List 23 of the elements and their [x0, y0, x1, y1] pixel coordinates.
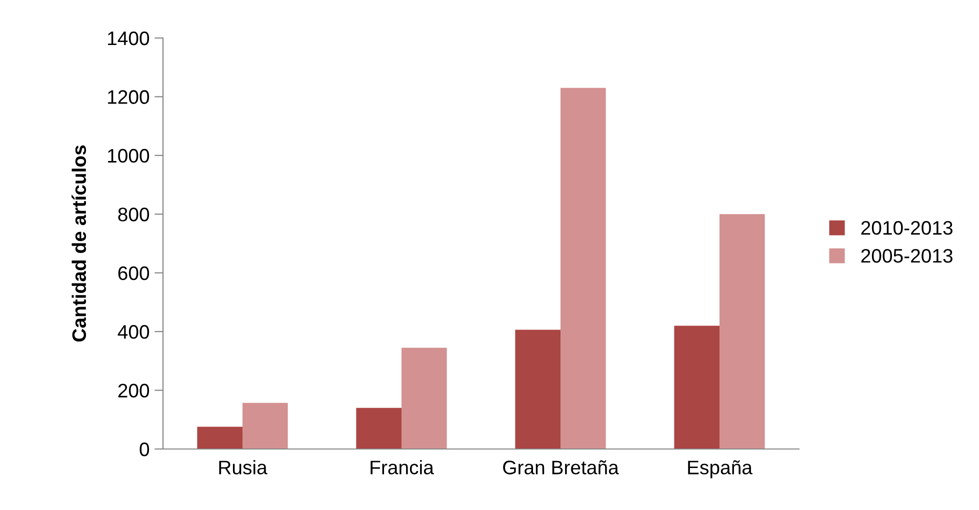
- legend-label: 2010-2013: [861, 221, 952, 235]
- y-axis-title: Cantidad de artículos: [72, 145, 86, 342]
- x-tick-label: Francia: [370, 460, 434, 474]
- y-tick-label: 1000: [108, 148, 150, 163]
- bar: [197, 426, 242, 449]
- bar: [720, 214, 765, 449]
- y-tick-label: 600: [118, 266, 150, 280]
- y-tick-label: 1400: [108, 31, 150, 46]
- legend-label: 2005-2013: [861, 248, 952, 263]
- y-tick-label: 400: [118, 325, 150, 339]
- bar: [515, 330, 560, 449]
- bar: [560, 88, 606, 449]
- y-tick-label: 200: [118, 384, 150, 398]
- y-tick-label: 1200: [108, 90, 150, 104]
- x-tick-label: Rusia: [219, 460, 268, 474]
- x-tick-label: Gran Bretaña: [503, 460, 619, 474]
- bar: [242, 402, 288, 449]
- y-tick-label: 800: [118, 208, 150, 222]
- bar: [402, 348, 447, 449]
- y-tick-label: 0: [140, 442, 150, 456]
- x-tick-label: España: [688, 460, 752, 478]
- bar: [674, 326, 720, 449]
- bar: [356, 408, 402, 449]
